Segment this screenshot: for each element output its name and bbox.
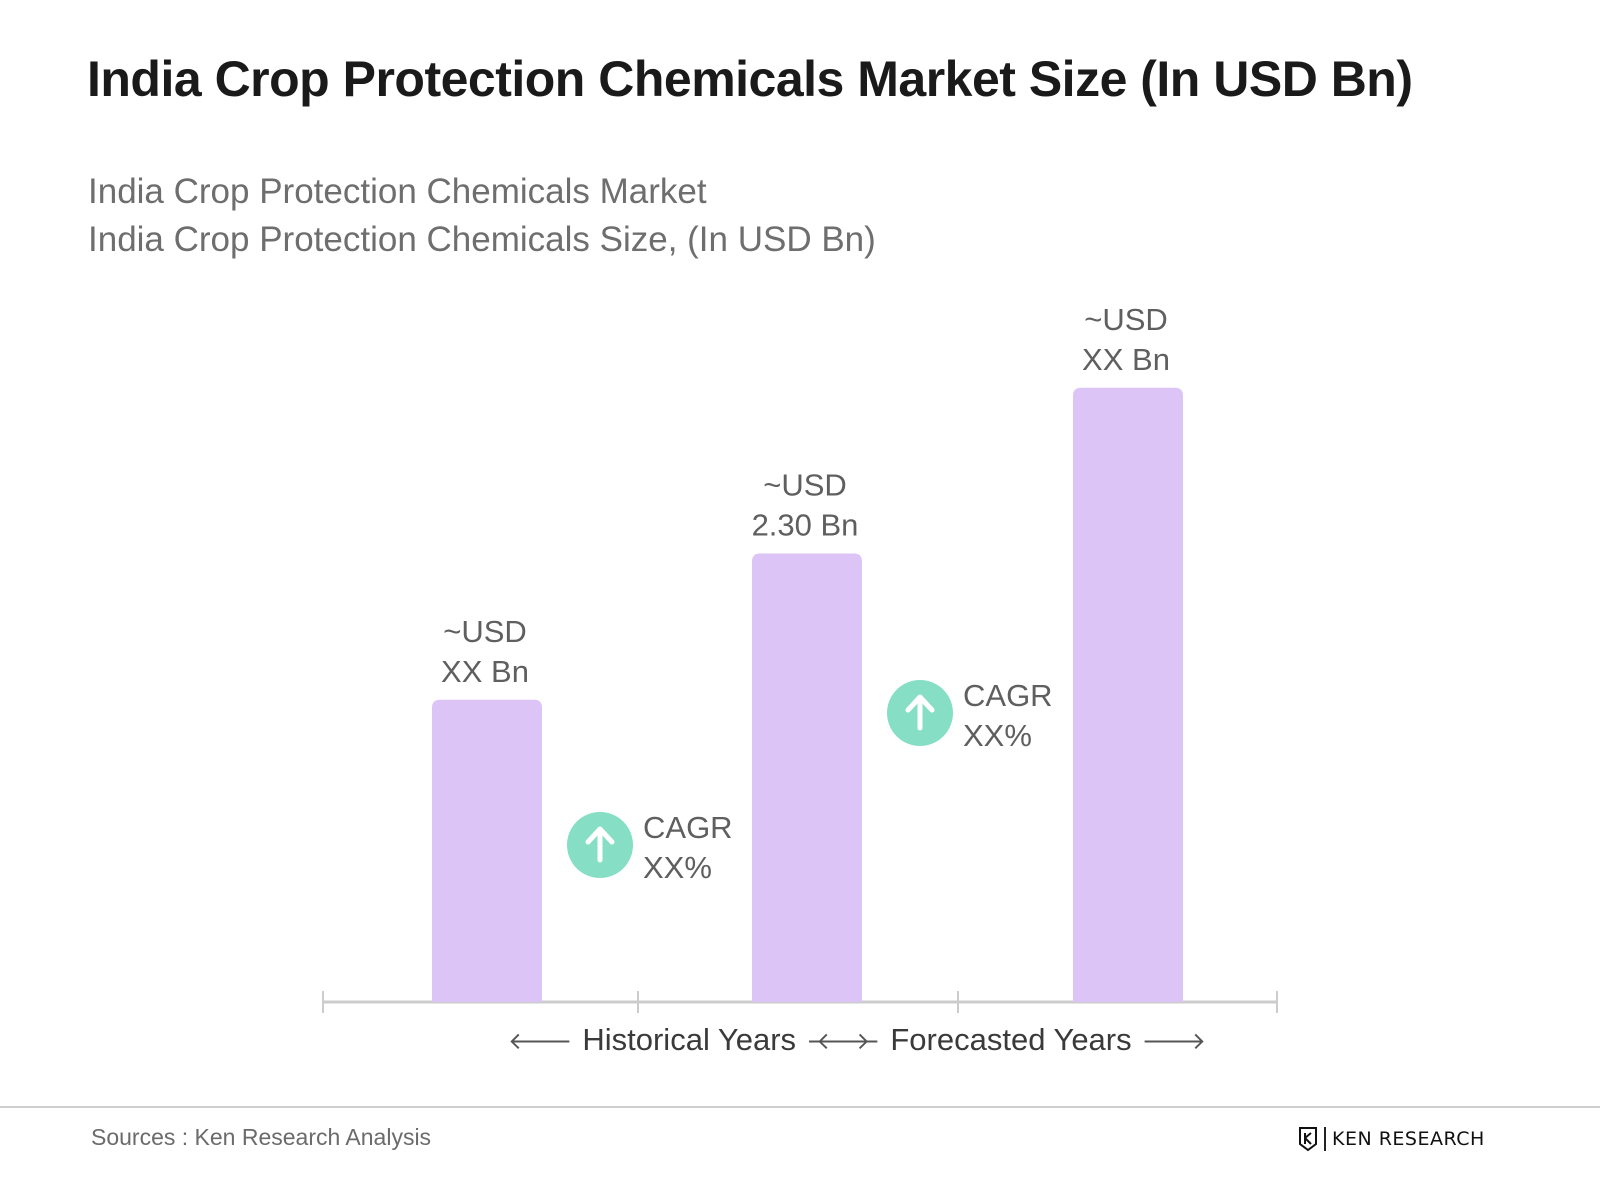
ken-research-logo-text: KEN RESEARCH — [1332, 1128, 1485, 1150]
ken-research-logo: KEN RESEARCH — [1298, 1126, 1485, 1152]
source-note: Sources : Ken Research Analysis — [91, 1124, 432, 1150]
arrow-up-icon — [905, 694, 935, 731]
cagr-2-label: CAGR — [963, 678, 1053, 713]
arrow-left-icon: 🡐 — [816, 1026, 881, 1055]
arrow-right-icon: 🡒 — [806, 1026, 871, 1055]
bar-3-value-label-line-1: ~USD — [1084, 302, 1168, 337]
historical-years-text: Historical Years — [582, 1022, 797, 1057]
bar-3 — [1073, 387, 1183, 1002]
bar-2 — [752, 553, 862, 1002]
bar-1-value-label-line-2: XX Bn — [441, 654, 529, 689]
chart-subtitle-line-2: India Crop Protection Chemicals Size, (I… — [88, 220, 876, 259]
bar-2-value-label-line-1: ~USD — [763, 468, 847, 503]
bar-1-value-label-line-1: ~USD — [443, 614, 527, 649]
cagr-1-value: XX% — [643, 850, 712, 885]
cagr-2-value: XX% — [963, 718, 1032, 753]
ken-research-logo-icon — [1299, 1127, 1317, 1152]
cagr-1-label: CAGR — [643, 810, 733, 845]
bar-3-value-label-line-2: XX Bn — [1082, 342, 1170, 377]
bar-1 — [432, 699, 542, 1002]
forecasted-years-text: Forecasted Years — [890, 1022, 1132, 1057]
arrow-left-icon: 🡐 — [508, 1026, 573, 1055]
arrow-up-icon — [585, 826, 615, 863]
bar-2-value-label-line-2: 2.30 Bn — [752, 508, 859, 543]
chart-subtitle-line-1: India Crop Protection Chemicals Market — [88, 172, 707, 211]
chart-title: India Crop Protection Chemicals Market S… — [87, 51, 1413, 107]
forecasted-years-label: 🡐 Forecasted Years 🡒 — [816, 1022, 1206, 1058]
footer-divider — [0, 1106, 1600, 1108]
historical-years-label: 🡐 Historical Years 🡒 — [508, 1022, 870, 1058]
logo-separator — [1324, 1127, 1326, 1151]
arrow-right-icon: 🡒 — [1141, 1026, 1206, 1055]
